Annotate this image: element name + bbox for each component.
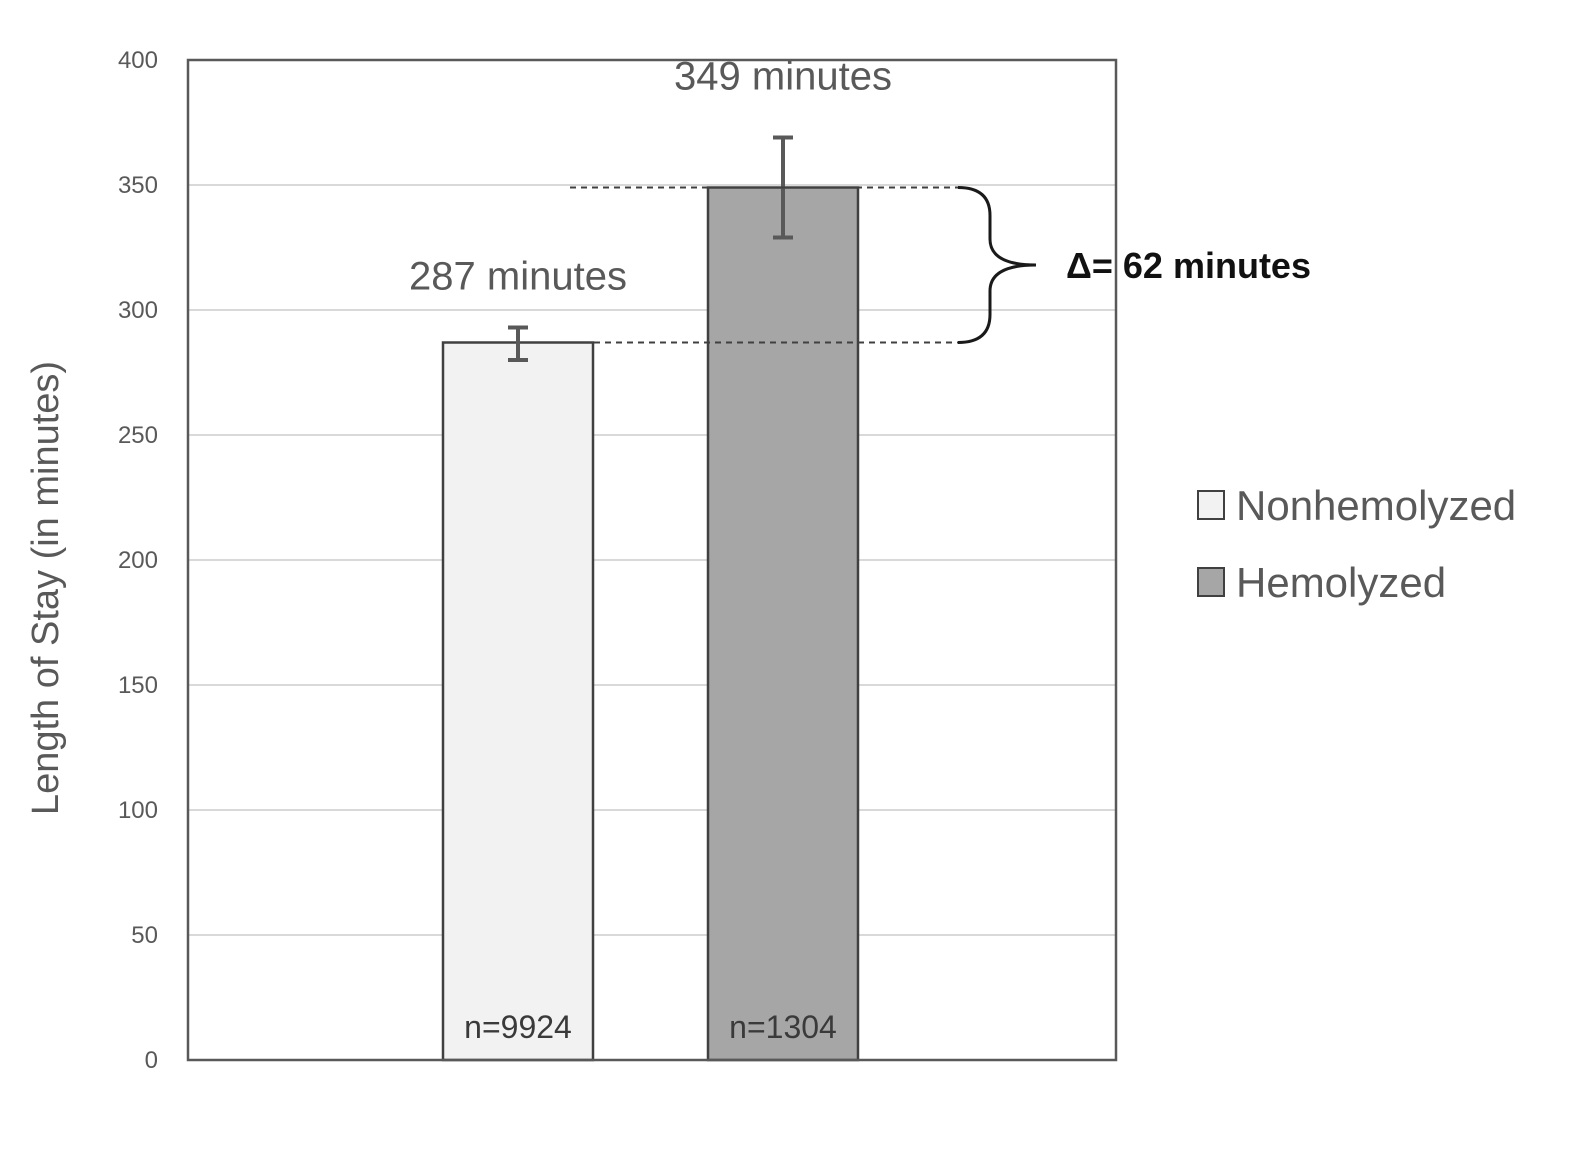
y-tick-label: 100: [118, 797, 158, 824]
plot-area-frame: [186, 58, 1118, 1062]
gridlines: [188, 184, 1116, 936]
y-tick-label: 350: [118, 172, 158, 199]
sample-size-label: n=1304: [729, 1009, 837, 1045]
legend-label: Nonhemolyzed: [1236, 482, 1516, 529]
y-tick-label: 200: [118, 547, 158, 574]
y-tick-label: 50: [131, 922, 158, 949]
y-tick-label: 250: [118, 422, 158, 449]
y-axis-title: Length of Stay (in minutes): [25, 361, 67, 815]
y-tick-label: 150: [118, 672, 158, 699]
value-label: 349 minutes: [674, 55, 892, 99]
value-label: 287 minutes: [409, 255, 627, 299]
bar-hemolyzed: [706, 186, 860, 1062]
bars: 287 minutes n=9924 349 minutes n=1304: [409, 55, 892, 1062]
legend-label: Hemolyzed: [1236, 559, 1446, 606]
y-axis-ticks: 0 50 100 150 200 250 300 350 400: [118, 47, 158, 1074]
delta-label: Δ= 62 minutes: [1066, 245, 1311, 286]
bar-nonhemolyzed: [441, 341, 595, 1062]
y-tick-label: 300: [118, 297, 158, 324]
delta-annotation: Δ= 62 minutes: [570, 186, 1311, 344]
legend: Nonhemolyzed Hemolyzed: [1197, 482, 1516, 606]
sample-size-label: n=9924: [464, 1009, 572, 1045]
y-tick-label: 0: [145, 1047, 158, 1074]
legend-swatch-hemolyzed: [1197, 567, 1225, 597]
y-tick-label: 400: [118, 47, 158, 74]
curly-brace: [957, 186, 1037, 344]
legend-swatch-nonhemolyzed: [1197, 490, 1225, 520]
